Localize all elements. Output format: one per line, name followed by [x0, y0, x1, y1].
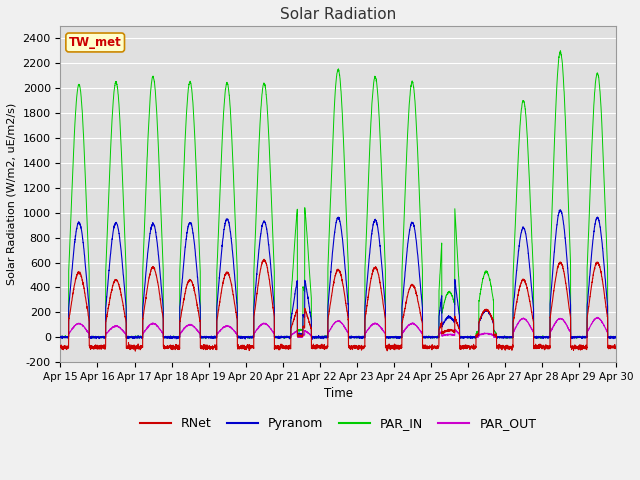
Y-axis label: Solar Radiation (W/m2, uE/m2/s): Solar Radiation (W/m2, uE/m2/s)	[7, 103, 17, 285]
X-axis label: Time: Time	[324, 387, 353, 400]
Title: Solar Radiation: Solar Radiation	[280, 7, 396, 22]
Legend: RNet, Pyranom, PAR_IN, PAR_OUT: RNet, Pyranom, PAR_IN, PAR_OUT	[135, 412, 541, 435]
Text: TW_met: TW_met	[69, 36, 122, 49]
